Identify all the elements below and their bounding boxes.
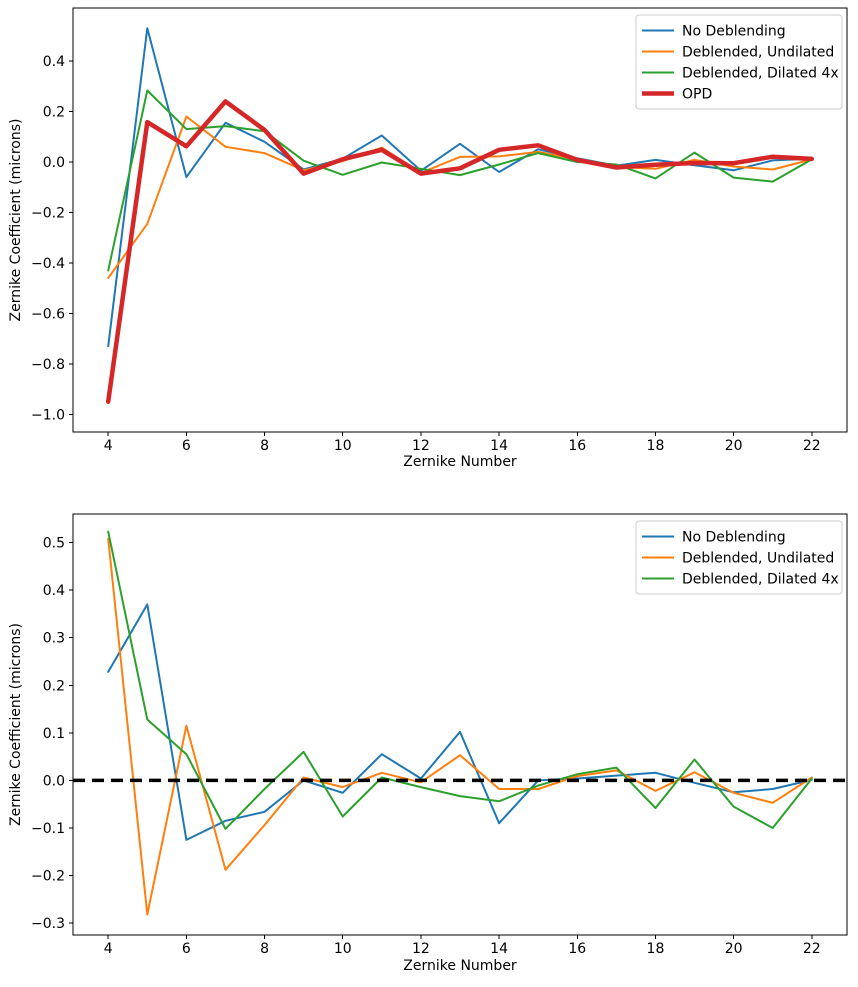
legend-label-2: Deblended, Dilated 4x [682,572,839,588]
x-tick-label: 4 [104,941,113,957]
series-line-1 [107,537,813,916]
y-tick-label: 0.4 [43,54,65,70]
x-tick-label: 14 [490,438,508,454]
x-tick-label: 6 [182,941,191,957]
y-tick-label: 0.3 [43,631,65,647]
legend: No Deblending Deblended, Undilated Deblend… [635,520,843,595]
y-tick-label: −0.1 [31,821,65,837]
y-tick-label: 0.5 [43,536,65,552]
y-tick-label: 0.4 [43,583,65,599]
x-tick-label: 16 [568,941,586,957]
y-tick-label: −0.2 [31,869,65,885]
y-tick-label: 0.2 [43,104,65,120]
y-tick-label: −0.6 [31,306,65,322]
x-axis-label: Zernike Number [403,454,517,470]
y-tick-label: 0.0 [43,773,65,789]
x-tick-label: 18 [647,941,665,957]
bottom-chart: 0.5 0.4 0.3 0.2 0.1 0.0 −0.1 −0.2 −0.3 4 6 8 10 12 14 1… [8,513,848,974]
legend-label-0: No Deblending [682,24,786,40]
x-tick-label: 8 [260,941,269,957]
y-tick-label: −0.4 [31,256,65,272]
y-tick-label: −0.2 [31,205,65,221]
y-tick-label: −0.8 [31,357,65,373]
x-tick-label: 20 [725,941,743,957]
x-tick-label: 6 [182,438,191,454]
top-chart: 0.4 0.2 0.0 −0.2 −0.4 −0.6 −0.8 −1.0 4 6 8 10 12 14 16… [8,7,848,470]
series-line-2 [107,530,813,830]
y-tick-label: 0.1 [43,726,65,742]
x-tick-label: 10 [334,941,352,957]
x-tick-label: 18 [647,438,665,454]
legend-label-0: No Deblending [682,530,786,546]
legend-label-3: OPD [682,87,712,103]
x-tick-label: 22 [803,941,821,957]
series-line-1 [107,115,813,279]
y-axis-label: Zernike Coefficient (microns) [8,119,24,322]
x-tick-label: 12 [412,438,430,454]
legend-box [635,14,843,110]
x-tick-label: 20 [725,438,743,454]
x-tick-label: 10 [334,438,352,454]
series-line-2 [107,89,813,272]
y-tick-label: −1.0 [31,407,65,423]
x-tick-label: 16 [568,438,586,454]
x-tick-label: 12 [412,941,430,957]
x-tick-label: 14 [490,941,508,957]
y-tick-label: 0.0 [43,155,65,171]
y-tick-label: 0.2 [43,678,65,694]
x-tick-label: 22 [803,438,821,454]
legend-label-1: Deblended, Undilated [682,551,834,567]
series-line-0 [107,603,813,841]
y-axis-label: Zernike Coefficient (microns) [8,623,24,826]
x-axis-label: Zernike Number [403,958,517,974]
x-tick-label: 8 [260,438,269,454]
y-tick-label: −0.3 [31,916,65,932]
series-line-3 [105,99,815,404]
legend-label-2: Deblended, Dilated 4x [682,66,839,82]
legend: No Deblending Deblended, Undilated Deblend… [635,14,843,110]
legend-label-1: Deblended, Undilated [682,45,834,61]
legend-box [635,520,843,595]
x-tick-label: 4 [104,438,113,454]
